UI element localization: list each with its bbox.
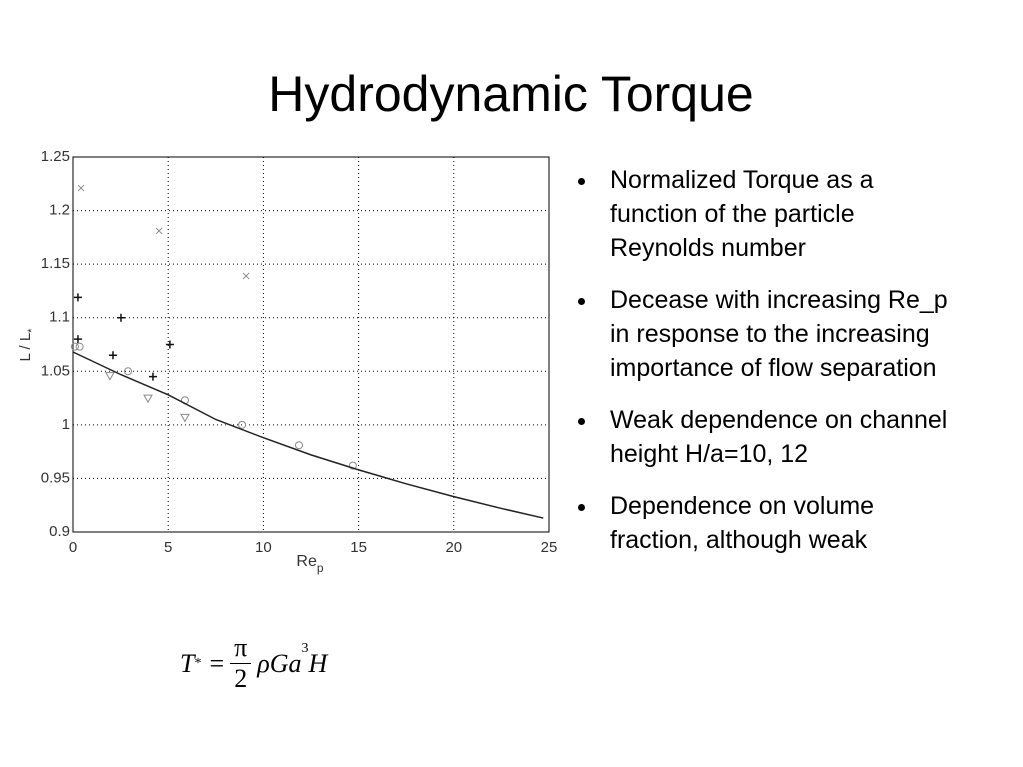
bullet: Weak dependence on channel height H/a=10… xyxy=(575,403,955,471)
point xyxy=(148,372,157,381)
point xyxy=(180,413,190,423)
point xyxy=(108,351,117,360)
x-tick-label: 15 xyxy=(350,539,367,556)
point xyxy=(155,227,163,235)
point xyxy=(348,461,357,470)
formula-num: π xyxy=(230,633,252,664)
point xyxy=(73,293,82,302)
point xyxy=(116,313,125,322)
x-tick-label: 20 xyxy=(445,539,462,556)
fit-line xyxy=(72,351,544,519)
x-axis-label: Rep xyxy=(296,553,323,575)
point xyxy=(77,184,85,192)
formula-tail: H xyxy=(308,648,328,678)
y-tick-label: 1.2 xyxy=(49,202,70,219)
formula-eq: = xyxy=(209,648,225,678)
x-label: Re xyxy=(296,553,317,570)
x-tick-label: 0 xyxy=(69,539,77,556)
bullet-list: Normalized Torque as a function of the p… xyxy=(575,163,955,575)
slide-title: Hydrodynamic Torque xyxy=(268,66,753,122)
formula-den: 2 xyxy=(234,664,248,693)
y-tick-label: 1 xyxy=(62,416,70,433)
y-tick-label: 1.15 xyxy=(41,255,70,272)
formula-sup: 3 xyxy=(301,641,309,656)
formula-sub: * xyxy=(194,655,202,671)
bullet: Decease with increasing Re_p in response… xyxy=(575,283,955,385)
bullet: Dependence on volume fraction, although … xyxy=(575,489,955,557)
point xyxy=(124,367,133,376)
formula-rhs: ρGa xyxy=(257,648,302,678)
point xyxy=(238,420,247,429)
plot-frame xyxy=(72,156,550,533)
y-tick-label: 1.05 xyxy=(41,362,70,379)
point xyxy=(105,372,115,381)
y-tick-label: 0.95 xyxy=(41,469,70,486)
bullet: Normalized Torque as a function of the p… xyxy=(575,163,955,265)
y-axis-label: L / L* xyxy=(17,328,38,362)
point xyxy=(165,340,174,349)
point xyxy=(295,441,304,450)
x-tick-label: 10 xyxy=(255,539,272,556)
point xyxy=(73,335,82,344)
point xyxy=(143,394,153,404)
x-tick-label: 25 xyxy=(541,539,558,556)
formula-lhs: T xyxy=(180,648,195,678)
point xyxy=(242,272,250,280)
point xyxy=(75,342,84,351)
point xyxy=(70,342,79,351)
y-tick-label: 1.1 xyxy=(49,309,70,326)
x-tick-label: 5 xyxy=(164,539,172,556)
y-label: L / L xyxy=(17,333,34,362)
y-tick-label: 0.9 xyxy=(49,523,70,540)
y-label-sub: * xyxy=(26,328,38,333)
y-tick-label: 1.25 xyxy=(41,148,70,165)
x-label-sub: p xyxy=(317,561,324,575)
